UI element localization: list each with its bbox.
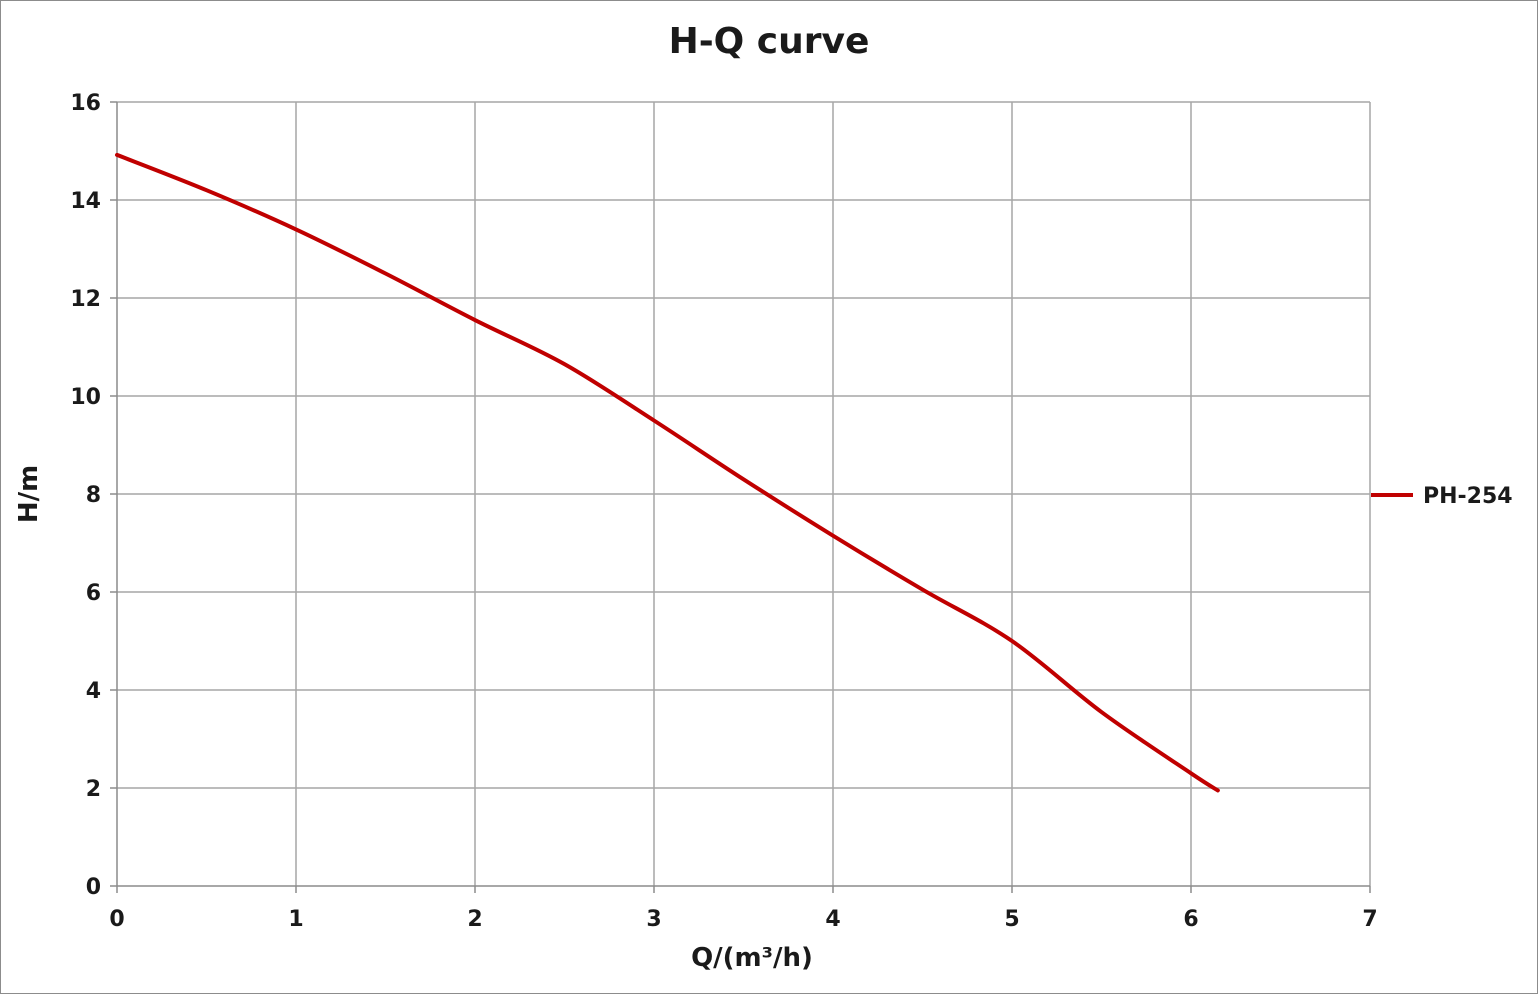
y-tick-label: 6	[86, 581, 101, 606]
x-tick-label: 3	[646, 907, 661, 932]
x-tick-label: 7	[1362, 907, 1377, 932]
x-axis-label: Q/(m³/h)	[691, 943, 813, 973]
x-tick-label: 4	[825, 907, 840, 932]
x-tick-label: 0	[109, 907, 124, 932]
y-tick-label: 8	[86, 483, 101, 508]
axes	[110, 101, 1371, 893]
y-tick-label: 16	[70, 91, 101, 116]
y-tick-label: 0	[86, 875, 101, 900]
grid	[117, 101, 1371, 886]
y-axis-label: H/m	[14, 465, 44, 523]
series-line-0	[115, 152, 1220, 793]
series	[115, 152, 1220, 793]
legend-entry: PH-254	[1423, 484, 1513, 509]
x-tick-label: 1	[288, 907, 303, 932]
x-tick-label: 5	[1004, 907, 1019, 932]
y-tick-label: 4	[86, 679, 101, 704]
x-tick-label: 2	[467, 907, 482, 932]
x-tick-label: 6	[1183, 907, 1198, 932]
legend: PH-254	[1371, 484, 1513, 509]
y-tick-label: 12	[70, 287, 101, 312]
y-tick-label: 10	[70, 385, 101, 410]
chart-title: H-Q curve	[669, 21, 870, 62]
y-tick-label: 2	[86, 777, 101, 802]
y-tick-label: 14	[70, 189, 101, 214]
